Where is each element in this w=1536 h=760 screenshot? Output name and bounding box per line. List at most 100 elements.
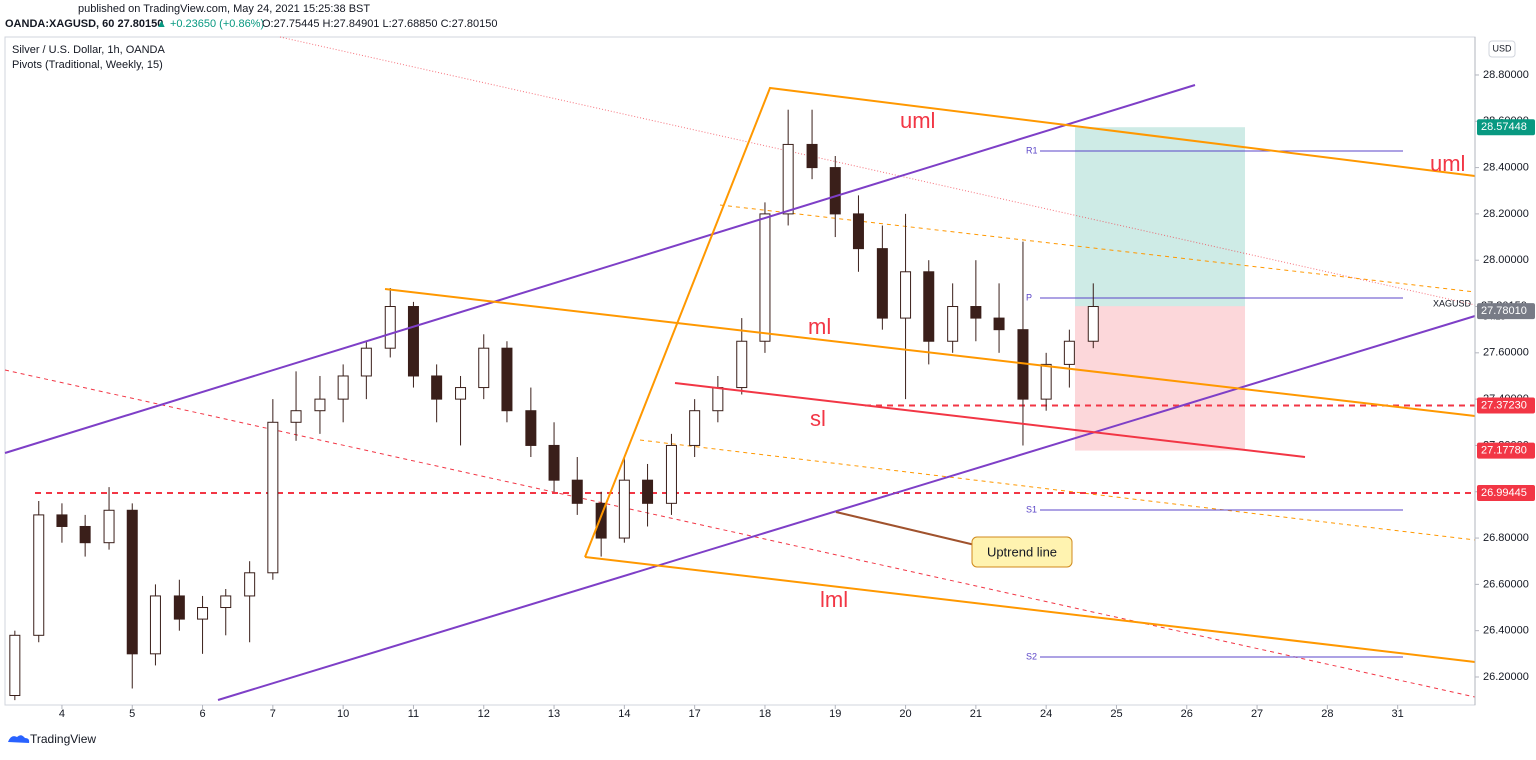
x-tick-label: 21 <box>970 708 982 720</box>
y-tick-label: 26.20000 <box>1483 671 1529 683</box>
price-label: 26.99445 <box>1481 487 1527 499</box>
candle-body <box>56 514 68 527</box>
x-tick-label: 6 <box>199 708 205 720</box>
candle <box>642 463 654 527</box>
x-tick-label: 11 <box>408 708 419 720</box>
x-tick-label: 4 <box>59 708 65 720</box>
annotation: ml <box>808 314 831 339</box>
candle <box>478 334 490 400</box>
currency: USD <box>1492 43 1512 53</box>
callout-box <box>971 536 1073 568</box>
candle-body <box>33 514 45 636</box>
symbol-label: XAGUSD <box>1433 299 1472 309</box>
uptrend-line <box>217 315 1476 701</box>
x-tick-label: 17 <box>689 708 701 720</box>
candle-body <box>571 479 583 504</box>
candle <box>900 213 912 400</box>
y-tick-label: 28.80000 <box>1483 69 1529 81</box>
x-tick-label: 14 <box>618 708 630 720</box>
candle <box>33 501 45 643</box>
candle <box>947 283 959 353</box>
candle <box>852 195 864 272</box>
candle-body <box>665 444 677 504</box>
candle <box>149 584 161 666</box>
callout-line <box>835 511 976 546</box>
candle-body <box>970 306 982 319</box>
ohlc: O:27.75445 H:27.84901 L:27.68850 C:27.80… <box>262 18 497 30</box>
candle-body <box>455 387 467 400</box>
candle-body <box>267 421 279 574</box>
annotation: uml <box>900 108 935 133</box>
candle-body <box>149 595 161 655</box>
candle-body <box>197 607 209 620</box>
footer: TradingView <box>30 732 96 746</box>
price-label: 27.78010 <box>1481 305 1527 317</box>
pivot-label: S2 <box>1026 651 1037 661</box>
candle-body <box>384 306 396 349</box>
price-label-box <box>1477 119 1535 136</box>
y-tick-label: 26.60000 <box>1483 578 1529 590</box>
candle-body <box>1063 340 1075 365</box>
candle <box>197 595 209 654</box>
candle-body <box>852 213 864 250</box>
candle-body <box>736 340 748 389</box>
symbol: OANDA:XAGUSD, 60 27.80150 <box>5 18 163 30</box>
dashed-line <box>719 204 1476 293</box>
candle <box>571 457 583 515</box>
candle <box>712 375 724 423</box>
candle-body <box>900 271 912 319</box>
candle <box>314 375 326 434</box>
y-tick-label: 27.60000 <box>1483 347 1529 359</box>
candle <box>876 225 888 330</box>
x-tick-label: 25 <box>1110 708 1122 720</box>
callout-label: Uptrend line <box>987 544 1057 559</box>
x-tick-label: 12 <box>478 708 490 720</box>
price-label-box <box>1477 303 1535 320</box>
y-tick-label: 28.00000 <box>1483 254 1529 266</box>
drawings <box>4 36 1476 698</box>
candle-body <box>525 410 537 446</box>
x-tick-label: 19 <box>829 708 841 720</box>
candle <box>806 109 818 180</box>
candle <box>360 341 372 400</box>
candle <box>103 487 115 550</box>
x-tick-label: 5 <box>129 708 135 720</box>
x-tick-label: 26 <box>1181 708 1193 720</box>
candle <box>407 301 419 388</box>
candle <box>455 375 467 446</box>
candle <box>689 399 701 458</box>
price-label: 27.37230 <box>1481 399 1527 411</box>
annotation: uml <box>1430 151 1465 176</box>
candle <box>665 433 677 515</box>
candle <box>244 561 256 643</box>
candle <box>759 202 771 353</box>
candle <box>923 260 935 365</box>
candle-body <box>876 248 888 319</box>
candle-body <box>126 509 138 655</box>
change: ▲ +0.23650 (+0.86%) <box>156 18 264 30</box>
candle <box>126 503 138 689</box>
candle-body <box>220 595 232 609</box>
candle-body <box>595 502 607 539</box>
median-line <box>384 288 1476 417</box>
candle <box>384 287 396 358</box>
candle <box>173 579 185 631</box>
x-tick-label: 27 <box>1251 708 1263 720</box>
candle-body <box>829 167 841 215</box>
lower-line <box>584 556 1476 663</box>
candle <box>1040 352 1052 411</box>
sl-line <box>674 382 1306 458</box>
pivot-label: S1 <box>1026 504 1037 514</box>
y-tick-label: 28.40000 <box>1483 161 1529 173</box>
candle-body <box>759 213 771 342</box>
candle-body <box>1040 363 1052 400</box>
candle-body <box>103 509 115 544</box>
x-tick-label: 13 <box>548 708 560 720</box>
candle-body <box>712 387 724 412</box>
candle <box>595 491 607 557</box>
candle-body <box>290 410 302 423</box>
candle-body <box>478 347 490 389</box>
candle-body <box>782 143 794 215</box>
y-tick-label: 26.40000 <box>1483 625 1529 637</box>
candle <box>337 364 349 423</box>
